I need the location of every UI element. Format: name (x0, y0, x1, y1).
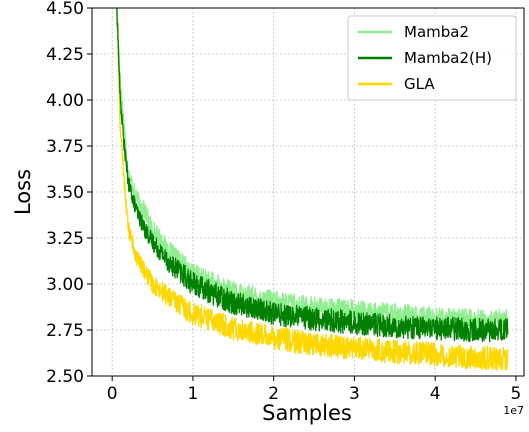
y-tick-label: 3.75 (46, 137, 84, 157)
y-tick-label: 4.50 (46, 0, 84, 19)
y-tick-label: 2.50 (46, 367, 84, 387)
legend-label: GLA (404, 75, 435, 93)
y-axis-label: Loss (11, 169, 35, 215)
series-group (116, 8, 509, 371)
y-tick-label: 4.25 (46, 45, 84, 65)
series-line-2 (116, 8, 509, 371)
x-tick-label: 2 (268, 384, 279, 404)
y-tick-label: 3.00 (46, 275, 84, 295)
x-tick-label: 1 (188, 384, 199, 404)
y-tick-label: 3.25 (46, 229, 84, 249)
ticks: 0 1 2 3 4 5 2.50 2.75 3.00 3.25 3.50 3.75 4.00 4.25 4.… (46, 0, 521, 404)
legend-label: Mamba2(H) (404, 49, 492, 67)
x-offset-label: 1e7 (503, 404, 524, 417)
x-tick-label: 0 (107, 384, 118, 404)
x-tick-label: 5 (511, 384, 522, 404)
series-line-1 (116, 8, 509, 343)
y-tick-label: 2.75 (46, 321, 84, 341)
x-tick-label: 4 (430, 384, 441, 404)
legend-box (347, 15, 517, 101)
x-axis-label: Samples (262, 401, 352, 425)
legend: Mamba2 Mamba2(H) GLA (347, 15, 517, 101)
x-tick-label: 3 (349, 384, 360, 404)
legend-label: Mamba2 (404, 23, 469, 41)
y-tick-label: 4.00 (46, 91, 84, 111)
y-tick-label: 3.50 (46, 183, 84, 203)
